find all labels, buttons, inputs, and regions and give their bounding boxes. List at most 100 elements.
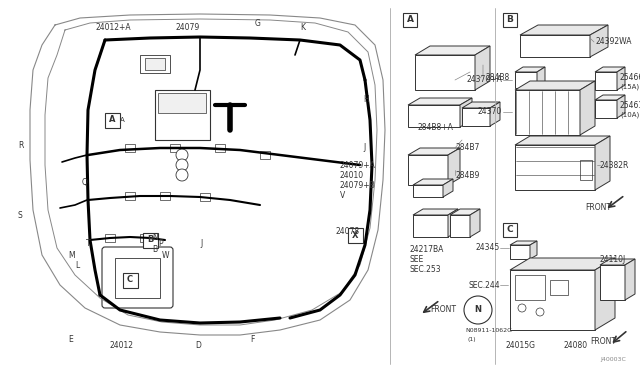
Text: 24079: 24079 [175, 23, 199, 32]
Bar [105, 234, 115, 242]
Polygon shape [515, 81, 595, 90]
Text: C: C [127, 276, 133, 285]
Bar [503, 223, 517, 237]
Text: W: W [162, 250, 170, 260]
Text: J: J [363, 144, 365, 153]
Polygon shape [462, 102, 500, 108]
Text: A: A [406, 16, 413, 25]
Polygon shape [515, 67, 545, 72]
Text: C: C [507, 225, 513, 234]
Bar [413, 215, 448, 237]
Bar [515, 72, 537, 88]
Text: N: N [474, 305, 481, 314]
Text: 284B8: 284B8 [485, 74, 509, 83]
Text: N08911-1062G: N08911-1062G [465, 327, 512, 333]
Circle shape [464, 296, 492, 324]
Polygon shape [595, 258, 615, 330]
Bar [170, 144, 180, 152]
Bar [413, 185, 443, 197]
Circle shape [176, 159, 188, 171]
Text: K: K [300, 23, 305, 32]
Polygon shape [595, 136, 610, 190]
Bar [215, 144, 225, 152]
Polygon shape [530, 241, 537, 259]
Text: 24012: 24012 [110, 340, 134, 350]
Text: E: E [68, 336, 73, 344]
Bar [580, 160, 592, 180]
Polygon shape [537, 67, 545, 88]
Bar [125, 192, 135, 200]
Text: 24370: 24370 [477, 108, 502, 116]
Polygon shape [450, 209, 480, 215]
Text: 24078: 24078 [335, 228, 359, 237]
Bar [408, 105, 460, 127]
Polygon shape [413, 209, 458, 215]
Text: (10A): (10A) [620, 112, 639, 118]
Text: 25466: 25466 [620, 74, 640, 83]
Text: SEE: SEE [410, 256, 424, 264]
Text: (1): (1) [468, 337, 477, 343]
Polygon shape [520, 25, 608, 35]
Text: N: N [152, 234, 157, 243]
Bar [115, 258, 160, 298]
Text: F: F [250, 336, 254, 344]
Polygon shape [460, 98, 472, 127]
Text: 24345: 24345 [476, 244, 500, 253]
Polygon shape [595, 95, 625, 100]
Polygon shape [475, 46, 490, 90]
Text: T: T [86, 238, 91, 247]
Polygon shape [413, 179, 453, 185]
Bar [104, 112, 120, 128]
Text: 24080: 24080 [563, 340, 587, 350]
Circle shape [176, 149, 188, 161]
Bar [158, 93, 206, 113]
Bar [143, 232, 157, 247]
Text: 284B9: 284B9 [455, 170, 479, 180]
Polygon shape [600, 259, 635, 265]
Text: J: J [200, 238, 202, 247]
Polygon shape [443, 179, 453, 197]
Circle shape [176, 169, 188, 181]
Polygon shape [590, 25, 608, 57]
Bar [515, 275, 545, 300]
Text: 24382R: 24382R [600, 160, 629, 170]
Text: M: M [68, 250, 75, 260]
Text: B: B [147, 235, 153, 244]
Bar [600, 265, 625, 300]
Text: J40003C: J40003C [600, 357, 626, 362]
Text: Q: Q [82, 179, 88, 187]
Polygon shape [470, 209, 480, 237]
Bar [122, 273, 138, 288]
Text: 24217BA: 24217BA [410, 246, 444, 254]
Bar [160, 192, 170, 200]
Bar [503, 13, 517, 27]
Polygon shape [617, 67, 625, 90]
Text: B: B [152, 246, 157, 254]
Bar [550, 280, 568, 295]
Bar [155, 90, 210, 140]
Circle shape [518, 304, 526, 312]
Text: A: A [109, 115, 115, 125]
Bar [520, 35, 590, 57]
Text: 24392WA: 24392WA [595, 38, 632, 46]
Bar [140, 234, 150, 242]
Text: FRONT: FRONT [590, 337, 616, 346]
Bar [510, 245, 530, 259]
Polygon shape [617, 95, 625, 118]
Bar [515, 145, 595, 190]
Bar [510, 270, 595, 330]
Text: SEC.244: SEC.244 [468, 280, 500, 289]
Text: 284B7: 284B7 [455, 144, 479, 153]
Text: P: P [158, 238, 163, 247]
Text: H: H [363, 96, 369, 105]
Polygon shape [580, 81, 595, 135]
Text: 24370+A: 24370+A [466, 76, 502, 84]
Text: 24015G: 24015G [505, 340, 535, 350]
Bar [595, 100, 617, 118]
Bar [145, 58, 165, 70]
Bar [408, 155, 448, 185]
Bar [260, 151, 270, 159]
Text: 25461: 25461 [620, 102, 640, 110]
Text: R: R [18, 141, 24, 150]
Text: 24012+A: 24012+A [95, 23, 131, 32]
